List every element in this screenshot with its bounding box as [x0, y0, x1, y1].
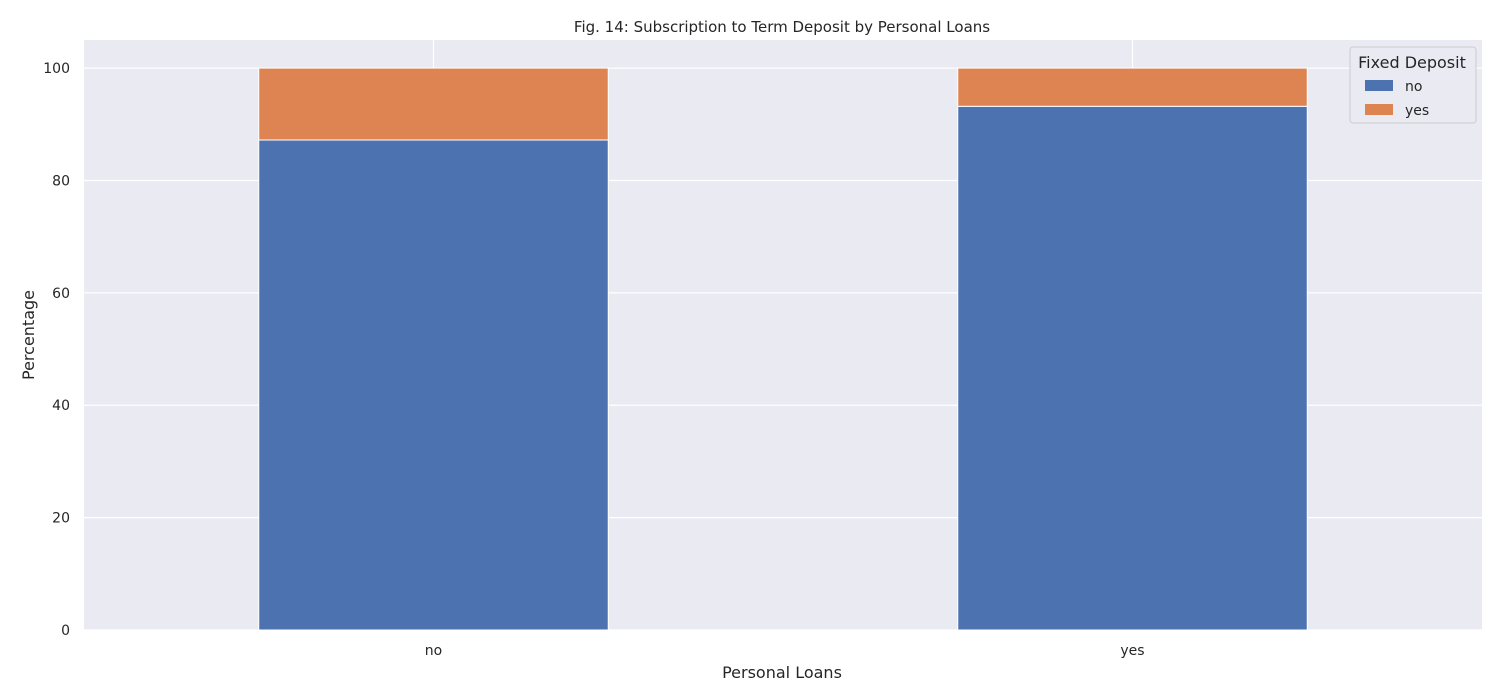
- legend: Fixed Deposit no yes: [1349, 46, 1477, 124]
- bar-yes-yes: [957, 67, 1308, 107]
- legend-swatch-no: [1365, 80, 1393, 91]
- x-axis-label: Personal Loans: [722, 663, 842, 682]
- x-tick-label-no: no: [425, 643, 442, 659]
- legend-label-yes: yes: [1405, 103, 1429, 119]
- x-axis-ticks: no yes: [425, 643, 1145, 659]
- y-tick-label-60: 60: [52, 286, 70, 302]
- y-axis-label: Percentage: [19, 290, 38, 380]
- legend-swatch-yes: [1365, 104, 1393, 115]
- legend-title: Fixed Deposit: [1358, 53, 1466, 72]
- y-tick-label-0: 0: [61, 623, 70, 639]
- bars: [258, 67, 1308, 631]
- legend-label-no: no: [1405, 79, 1422, 95]
- y-tick-label-80: 80: [52, 173, 70, 189]
- bar-yes-no: [957, 105, 1308, 631]
- bar-no-no: [258, 139, 609, 631]
- y-tick-label-100: 100: [43, 61, 70, 77]
- y-tick-label-40: 40: [52, 398, 70, 414]
- y-axis-ticks: 0 20 40 60 80 100: [43, 61, 70, 639]
- y-tick-label-20: 20: [52, 511, 70, 527]
- chart-title: Fig. 14: Subscription to Term Deposit by…: [574, 18, 990, 36]
- bar-no-yes: [258, 67, 609, 141]
- x-tick-label-yes: yes: [1120, 643, 1144, 659]
